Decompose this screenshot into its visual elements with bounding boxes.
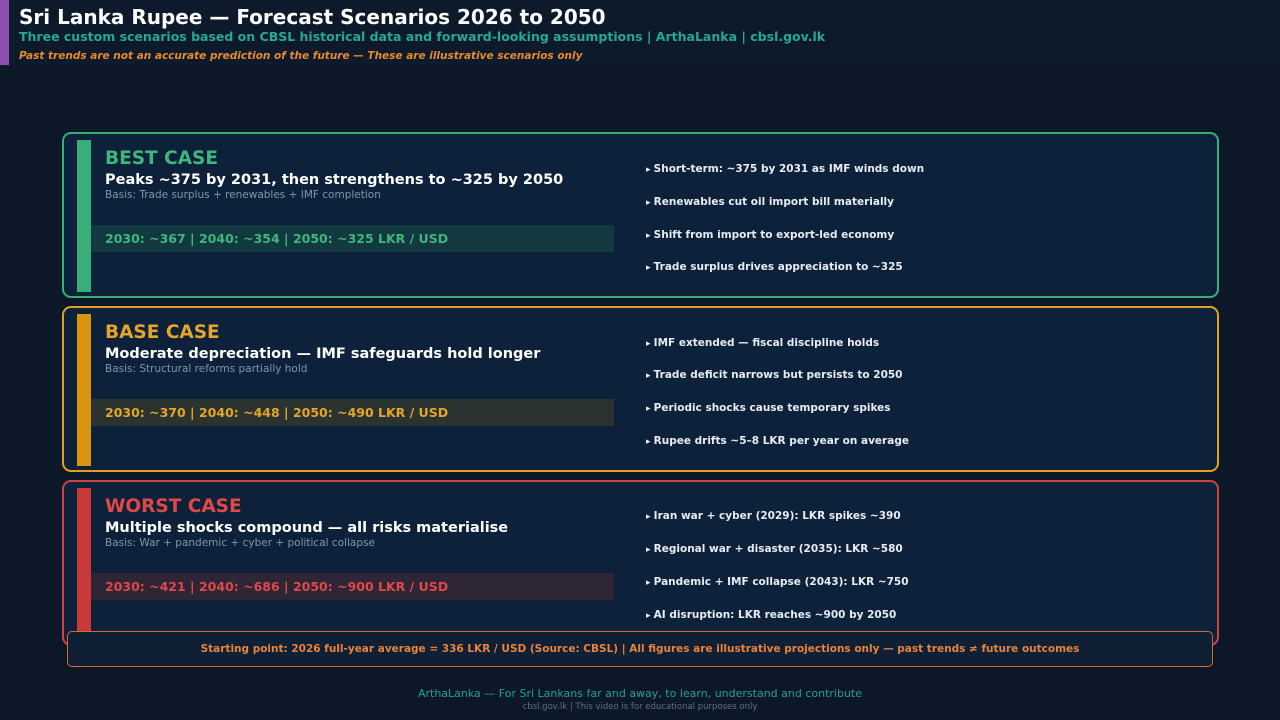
scenario-card: BASE CASE Moderate depreciation — IMF saf… [62,306,1219,472]
bullet: Shift from import to export-led economy [646,229,895,241]
projection-strip: 2030: ~367 | 2040: ~354 | 2050: ~325 LKR… [91,225,614,252]
scenario-headline: Moderate depreciation — IMF safeguards h… [105,346,541,362]
bullet: Trade surplus drives appreciation to ~32… [646,261,903,273]
projection-strip: 2030: ~421 | 2040: ~686 | 2050: ~900 LKR… [91,573,614,600]
starting-point: Starting point: 2026 full-year average =… [67,631,1213,667]
header-accent [0,0,9,65]
scenario-card: WORST CASE Multiple shocks compound — all… [62,480,1219,646]
header [0,0,1280,66]
scenario-headline: Peaks ~375 by 2031, then strengthens to … [105,172,564,188]
projections: 2030: ~367 | 2040: ~354 | 2050: ~325 LKR… [105,231,449,246]
bullet: Pandemic + IMF collapse (2043): LKR ~750 [646,576,909,588]
card-accent [77,314,91,466]
scenario-basis: Basis: Trade surplus + renewables + IMF … [105,189,381,201]
scenario-label: BASE CASE [105,322,220,343]
bullet: Renewables cut oil import bill materiall… [646,196,894,208]
scenario-label: BEST CASE [105,148,218,169]
projections: 2030: ~370 | 2040: ~448 | 2050: ~490 LKR… [105,405,449,420]
bullet: Rupee drifts ~5–8 LKR per year on averag… [646,435,909,447]
bullet: Iran war + cyber (2029): LKR spikes ~390 [646,510,901,522]
bullet: Regional war + disaster (2035): LKR ~580 [646,543,903,555]
scenario-card: BEST CASE Peaks ~375 by 2031, then streng… [62,132,1219,298]
scenario-basis: Basis: Structural reforms partially hold [105,363,308,375]
bullet: AI disruption: LKR reaches ~900 by 2050 [646,609,897,621]
bullet: Short-term: ~375 by 2031 as IMF winds do… [646,163,924,175]
projection-strip: 2030: ~370 | 2040: ~448 | 2050: ~490 LKR… [91,399,614,426]
card-accent [77,140,91,292]
disclaimer: Past trends are not an accurate predicti… [19,50,583,62]
scenario-label: WORST CASE [105,496,242,517]
title: Sri Lanka Rupee — Forecast Scenarios 202… [19,5,606,29]
projections: 2030: ~421 | 2040: ~686 | 2050: ~900 LKR… [105,579,449,594]
subtitle: Three custom scenarios based on CBSL his… [19,29,826,44]
card-accent [77,488,91,640]
scenario-basis: Basis: War + pandemic + cyber + politica… [105,537,375,549]
footer-note: cbsl.gov.lk | This video is for educatio… [522,702,758,712]
footer-tagline: ArthaLanka — For Sri Lankans far and awa… [417,687,863,700]
bullet: IMF extended — fiscal discipline holds [646,337,879,349]
scenario-headline: Multiple shocks compound — all risks mat… [105,520,509,536]
bullet: Periodic shocks cause temporary spikes [646,402,891,414]
bullet: Trade deficit narrows but persists to 20… [646,369,903,381]
